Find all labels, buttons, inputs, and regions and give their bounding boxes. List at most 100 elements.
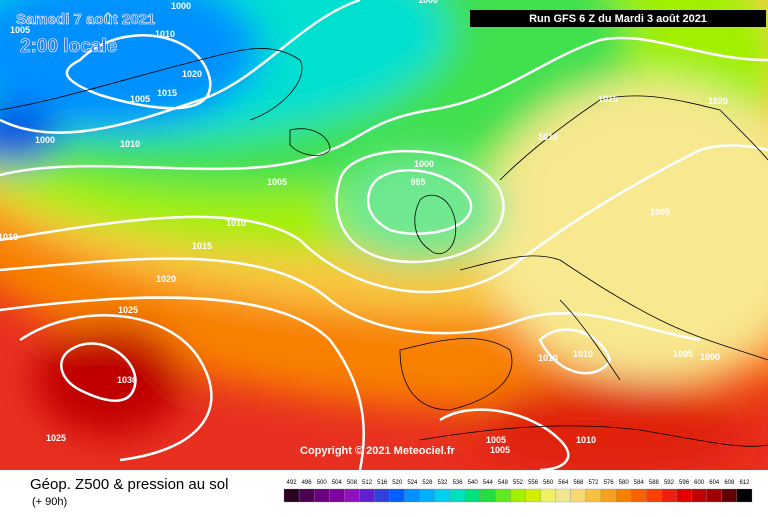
run-box xyxy=(470,10,766,27)
isobar-label: 995 xyxy=(410,177,425,187)
legend-label: 564 xyxy=(558,480,569,486)
legend-swatch xyxy=(676,488,692,503)
legend-swatch xyxy=(525,488,541,503)
legend-swatch xyxy=(465,488,481,503)
legend-label: 612 xyxy=(739,480,750,486)
legend-label: 592 xyxy=(664,480,675,486)
legend-swatch xyxy=(480,488,496,503)
isobar-label: 1010 xyxy=(538,132,558,142)
legend-swatch xyxy=(615,488,632,503)
isobar-label: 1015 xyxy=(192,241,212,251)
legend-swatch xyxy=(706,488,722,503)
forecast-time: 2:00 locale xyxy=(20,36,117,57)
field: 1000 1000 1005 1010 1020 1015 1005 1000 1010 1005… xyxy=(0,0,768,470)
isobar-label: 1015 xyxy=(598,94,618,104)
legend-swatch xyxy=(600,488,617,503)
isobar-label: 1000 xyxy=(414,159,434,169)
isobar-label: 1005 xyxy=(130,94,150,104)
legend-swatch xyxy=(419,488,436,503)
coastlines xyxy=(0,48,768,447)
legend-label: 528 xyxy=(422,480,433,486)
legend-swatch xyxy=(329,488,345,503)
legend-label: 600 xyxy=(694,480,705,486)
isobar-label: 1005 xyxy=(490,445,510,455)
legend-label: 492 xyxy=(287,480,298,486)
legend-label: 560 xyxy=(543,480,554,486)
legend-label: 532 xyxy=(438,480,449,486)
legend-label: 608 xyxy=(724,480,735,486)
legend-label: 520 xyxy=(392,480,403,486)
isobar-label: 1020 xyxy=(708,96,728,106)
legend-swatch xyxy=(298,488,315,503)
legend-swatch xyxy=(283,488,300,503)
forecast-date: Samedi 7 août 2021 xyxy=(16,11,155,28)
isobar-label: 1010 xyxy=(576,435,596,445)
legend-swatch xyxy=(510,488,526,503)
isobar-label: 1000 xyxy=(35,135,55,145)
legend-swatch xyxy=(404,488,421,503)
legend-swatch xyxy=(631,488,647,503)
legend-label: 544 xyxy=(483,480,494,486)
isobar-label: 1010 xyxy=(155,29,175,39)
isobar-label: 1030 xyxy=(117,375,137,385)
isobar-label: 1005 xyxy=(486,435,506,445)
isobar-label: 1010 xyxy=(226,218,246,228)
legend-swatch xyxy=(555,488,571,503)
run-info: Run GFS 6 Z du Mardi 3 août 2021 xyxy=(529,13,707,25)
legend-swatch xyxy=(314,488,330,503)
isobar-label: 1010 xyxy=(0,232,18,242)
legend-swatch xyxy=(570,488,587,503)
legend-label: 568 xyxy=(573,480,584,486)
isobar-label: 1010 xyxy=(538,353,558,363)
legend-swatch xyxy=(691,488,707,503)
legend-label: 588 xyxy=(649,480,660,486)
isobars xyxy=(0,0,768,470)
legend-label: 496 xyxy=(302,480,313,486)
legend-swatch xyxy=(646,488,662,503)
legend-label: 512 xyxy=(362,480,373,486)
legend-label: 500 xyxy=(317,480,328,486)
color-legend: 492 496 500 504 508 512 516 520 524 528 532 536 540 5… xyxy=(283,480,753,503)
isobar-label: 1005 xyxy=(650,207,670,217)
legend-swatch xyxy=(359,488,375,503)
isobar-label: 1010 xyxy=(120,139,140,149)
isobar-label: 1015 xyxy=(157,88,177,98)
isobar-label: 1010 xyxy=(573,349,593,359)
legend-label: 552 xyxy=(513,480,524,486)
legend-label: 524 xyxy=(407,480,418,486)
legend-swatch xyxy=(389,488,405,503)
legend-swatch xyxy=(661,488,677,503)
legend-label: 584 xyxy=(634,480,645,486)
isobar-label: 1005 xyxy=(10,25,30,35)
legend-label: 596 xyxy=(679,480,690,486)
legend-swatch xyxy=(374,488,390,503)
isobar-label: 1020 xyxy=(156,274,176,284)
legend-label: 516 xyxy=(377,480,388,486)
legend-label: 504 xyxy=(332,480,343,486)
legend-swatch xyxy=(736,488,753,503)
legend-swatch xyxy=(434,488,451,503)
lead-time: (+ 90h) xyxy=(32,496,67,508)
legend-swatch xyxy=(495,488,511,503)
isobar-label: 1025 xyxy=(118,305,138,315)
legend-label: 604 xyxy=(709,480,720,486)
footer-title: Géop. Z500 & pression au sol xyxy=(30,476,228,493)
legend-label: 576 xyxy=(604,480,615,486)
isobar-label: 1005 xyxy=(267,177,287,187)
legend-label: 580 xyxy=(619,480,630,486)
legend-label: 548 xyxy=(498,480,509,486)
legend-label: 508 xyxy=(347,480,358,486)
legend-swatch xyxy=(344,488,360,503)
legend-swatch xyxy=(449,488,466,503)
isobar-label: 1005 xyxy=(673,349,693,359)
legend-label: 572 xyxy=(588,480,599,486)
legend-label: 536 xyxy=(453,480,464,486)
legend-swatch xyxy=(721,488,738,503)
legend-label: 540 xyxy=(468,480,479,486)
legend-swatch xyxy=(585,488,602,503)
copyright: Copyright © 2021 Meteociel.fr xyxy=(300,445,456,457)
isobar-label: 1000 xyxy=(418,0,438,5)
isobar-labels: 1000 1000 1005 1010 1020 1015 1005 1000 1010 1005… xyxy=(0,0,728,455)
legend-swatch xyxy=(540,488,556,503)
